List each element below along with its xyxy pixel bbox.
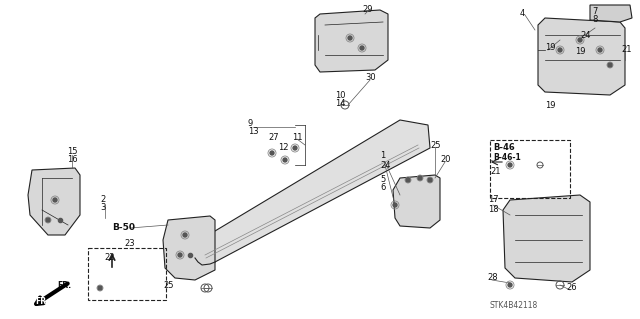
Circle shape: [348, 36, 352, 40]
Text: 5: 5: [380, 175, 385, 184]
Text: 21: 21: [621, 46, 632, 55]
Text: 11: 11: [292, 133, 303, 143]
Text: 28: 28: [487, 273, 498, 283]
Text: 19: 19: [545, 100, 556, 109]
Circle shape: [393, 203, 397, 207]
Circle shape: [98, 286, 102, 290]
Text: 19: 19: [575, 48, 586, 56]
Text: 9: 9: [248, 120, 253, 129]
Text: 20: 20: [440, 155, 451, 165]
Circle shape: [608, 63, 612, 67]
Text: 1: 1: [380, 151, 385, 160]
Text: 26: 26: [566, 284, 577, 293]
Text: 13: 13: [248, 128, 259, 137]
Text: 22: 22: [104, 254, 115, 263]
Polygon shape: [590, 5, 632, 22]
Text: 18: 18: [488, 205, 499, 214]
Text: 29: 29: [362, 5, 372, 14]
Text: 24: 24: [580, 31, 591, 40]
Text: 2: 2: [100, 196, 105, 204]
Text: 24: 24: [380, 160, 390, 169]
Polygon shape: [503, 195, 590, 282]
Circle shape: [53, 198, 57, 202]
Circle shape: [508, 283, 512, 287]
Circle shape: [508, 163, 512, 167]
Text: 21: 21: [490, 167, 500, 176]
Text: 15: 15: [67, 147, 77, 157]
Circle shape: [418, 176, 422, 180]
Polygon shape: [163, 216, 215, 280]
Text: 6: 6: [380, 183, 385, 192]
Text: 8: 8: [592, 16, 597, 25]
Text: 3: 3: [100, 204, 106, 212]
Circle shape: [283, 158, 287, 162]
Text: 27: 27: [268, 133, 278, 143]
Circle shape: [270, 151, 274, 155]
Text: B-50: B-50: [112, 224, 135, 233]
Text: 7: 7: [592, 8, 597, 17]
Text: 17: 17: [488, 196, 499, 204]
Text: STK4B42118: STK4B42118: [490, 300, 538, 309]
Circle shape: [406, 178, 410, 182]
Text: 14: 14: [335, 99, 346, 108]
Polygon shape: [315, 10, 388, 72]
Polygon shape: [195, 120, 430, 262]
Circle shape: [293, 146, 297, 150]
Text: 12: 12: [278, 144, 289, 152]
Polygon shape: [393, 175, 440, 228]
Text: 23: 23: [124, 239, 134, 248]
Circle shape: [558, 48, 562, 52]
Circle shape: [428, 178, 432, 182]
Text: 25: 25: [430, 140, 440, 150]
Circle shape: [360, 46, 364, 50]
Circle shape: [578, 38, 582, 42]
Circle shape: [598, 48, 602, 52]
Text: 4: 4: [520, 9, 525, 18]
Text: FR.: FR.: [57, 280, 71, 290]
Text: 25: 25: [163, 280, 173, 290]
Text: FR.: FR.: [35, 298, 49, 307]
Text: 19: 19: [545, 43, 556, 53]
Text: 16: 16: [67, 155, 77, 165]
Text: 30: 30: [365, 73, 376, 83]
Text: B-46-1: B-46-1: [493, 153, 521, 162]
Circle shape: [46, 218, 50, 222]
Circle shape: [178, 253, 182, 257]
Polygon shape: [28, 168, 80, 235]
Circle shape: [183, 233, 187, 237]
Polygon shape: [538, 18, 625, 95]
Text: 10: 10: [335, 91, 346, 100]
Text: B-46: B-46: [493, 144, 515, 152]
